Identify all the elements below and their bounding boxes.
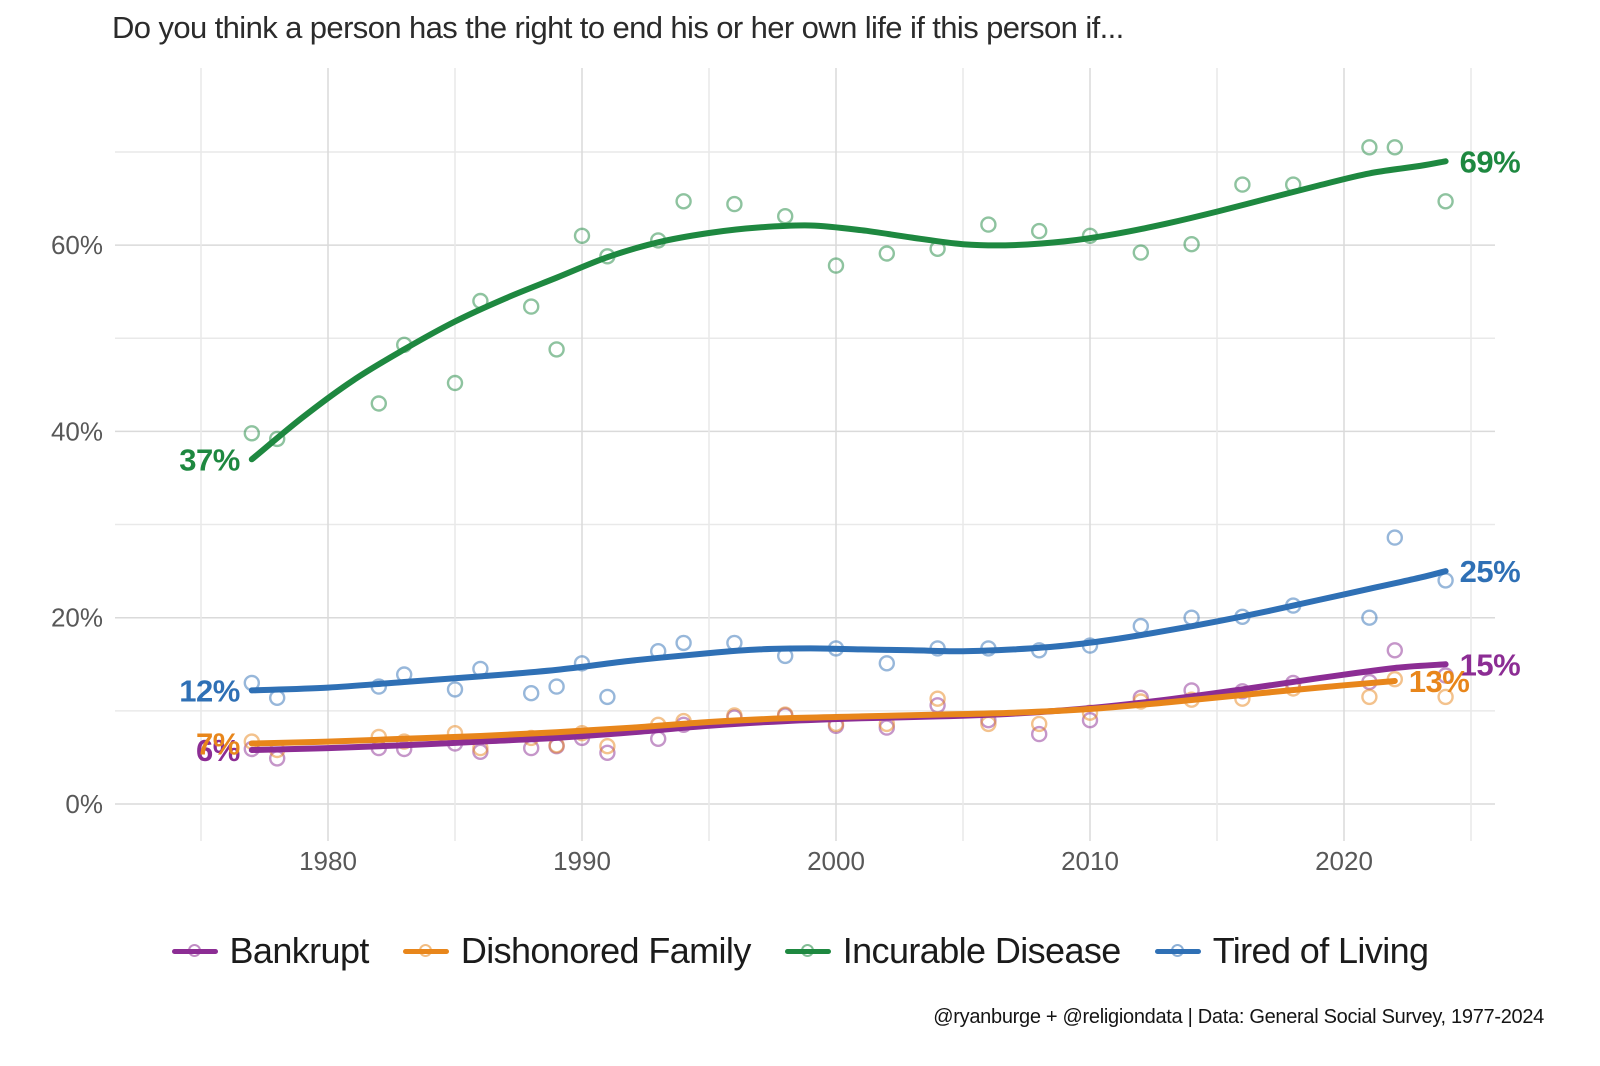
- scatter-point-tired-of-living: [446, 681, 464, 698]
- scatter-point-dishonored-family: [1030, 715, 1048, 733]
- scatter-incurable-disease: [243, 139, 1454, 448]
- scatter-point-bankrupt: [1437, 667, 1454, 684]
- scatter-point-incurable-disease: [1361, 139, 1378, 156]
- scatter-point-incurable-disease: [1132, 244, 1150, 261]
- scatter-point-incurable-disease: [1183, 235, 1200, 253]
- scatter-point-bankrupt: [1030, 725, 1048, 743]
- scatter-point-incurable-disease: [243, 425, 261, 442]
- trend-line-incurable-disease: [248, 158, 1449, 463]
- end-label-incurable-disease: 69%: [1460, 144, 1521, 179]
- y-axis-tick-20: 20%: [51, 603, 103, 633]
- y-axis-tick-0: 0%: [65, 789, 103, 819]
- start-label-dishonored-family: 7%: [196, 727, 240, 762]
- y-axis-tick-40: 40%: [51, 416, 103, 446]
- scatter-point-tired-of-living: [675, 634, 692, 652]
- end-label-dishonored-family: 13%: [1409, 664, 1470, 699]
- scatter-point-bankrupt: [396, 740, 413, 758]
- start-label-incurable-disease: 37%: [179, 442, 240, 477]
- chart-plot-area: 0% 20% 40% 60% 1980 1990 2000 2010 2020 6% 15% 7% 13…: [51, 68, 1521, 876]
- scatter-point-incurable-disease: [726, 195, 743, 213]
- scatter-point-tired-of-living: [1361, 609, 1378, 626]
- scatter-point-incurable-disease: [1386, 139, 1404, 156]
- scatter-point-tired-of-living: [269, 689, 286, 706]
- scatter-point-tired-of-living: [548, 678, 565, 695]
- scatter-point-incurable-disease: [1234, 176, 1251, 193]
- scatter-point-incurable-disease: [980, 216, 997, 233]
- end-label-bankrupt: 15%: [1460, 647, 1521, 682]
- series-value-labels: 6% 15% 7% 13% 37% 69% 12% 25%: [179, 144, 1520, 768]
- x-axis-tick-1990: 1990: [553, 846, 611, 876]
- legend-label-bankrupt: Bankrupt: [229, 930, 370, 971]
- scatter-point-bankrupt: [599, 744, 616, 761]
- scatter-point-incurable-disease: [548, 341, 565, 358]
- legend-item-tired-of-living: Tired of Living: [1154, 930, 1429, 972]
- scatter-point-dishonored-family: [599, 738, 616, 755]
- scatter-point-incurable-disease: [269, 430, 286, 448]
- start-label-bankrupt: 6%: [196, 733, 240, 768]
- scatter-point-incurable-disease: [777, 207, 794, 225]
- legend-item-dishonored-family: Dishonored Family: [402, 930, 752, 972]
- scatter-point-incurable-disease: [1437, 193, 1454, 210]
- scatter-point-incurable-disease: [573, 227, 591, 245]
- source-attribution: @ryanburge + @religiondata | Data: Gener…: [933, 1006, 1544, 1028]
- legend-label-incurable-disease: Incurable Disease: [842, 930, 1122, 971]
- legend-item-incurable-disease: Incurable Disease: [784, 930, 1122, 972]
- scatter-point-incurable-disease: [878, 245, 895, 262]
- legend-item-bankrupt: Bankrupt: [171, 930, 370, 972]
- chart-legend: Bankrupt Dishonored Family Incurable Dis…: [0, 930, 1600, 972]
- scatter-point-dishonored-family: [1361, 688, 1378, 706]
- legend-label-dishonored-family: Dishonored Family: [460, 930, 752, 971]
- gridlines: [115, 68, 1495, 841]
- scatter-point-incurable-disease: [675, 193, 692, 210]
- scatter-point-tired-of-living: [878, 655, 895, 672]
- scatter-point-dishonored-family: [1437, 688, 1454, 706]
- scatter-point-incurable-disease: [827, 257, 845, 274]
- legend-key-bankrupt-icon: [171, 942, 218, 960]
- scatter-point-tired-of-living: [1386, 529, 1404, 546]
- trend-line-dishonored-family: [248, 678, 1398, 747]
- scatter-point-bankrupt: [1386, 642, 1404, 659]
- x-axis-tick-2010: 2010: [1061, 846, 1119, 876]
- scatter-point-tired-of-living: [599, 688, 616, 706]
- scatter-point-incurable-disease: [523, 298, 540, 315]
- x-axis-tick-2000: 2000: [807, 846, 865, 876]
- scatter-point-incurable-disease: [1030, 222, 1048, 240]
- scatter-point-tired-of-living: [1132, 617, 1150, 635]
- scatter-point-incurable-disease: [446, 374, 464, 392]
- legend-key-dishonored-family-icon: [402, 942, 449, 960]
- scatter-point-tired-of-living: [523, 685, 540, 702]
- y-axis-tick-60: 60%: [51, 230, 103, 260]
- scatter-point-dishonored-family: [929, 690, 946, 707]
- scatter-point-bankrupt: [650, 730, 667, 747]
- chart-title: Do you think a person has the right to e…: [112, 10, 1124, 45]
- x-axis-tick-2020: 2020: [1315, 846, 1373, 876]
- start-label-tired-of-living: 12%: [179, 673, 240, 708]
- legend-label-tired-of-living: Tired of Living: [1212, 930, 1429, 971]
- legend-key-tired-of-living-icon: [1154, 942, 1201, 960]
- legend-key-incurable-disease-icon: [784, 942, 831, 960]
- x-axis-tick-1980: 1980: [299, 846, 357, 876]
- scatter-point-bankrupt: [1081, 712, 1099, 729]
- trend-line-tired-of-living: [248, 568, 1449, 694]
- scatter-point-incurable-disease: [370, 395, 387, 412]
- axis-tick-labels: 0% 20% 40% 60% 1980 1990 2000 2010 2020: [51, 230, 1373, 876]
- end-label-tired-of-living: 25%: [1460, 554, 1521, 589]
